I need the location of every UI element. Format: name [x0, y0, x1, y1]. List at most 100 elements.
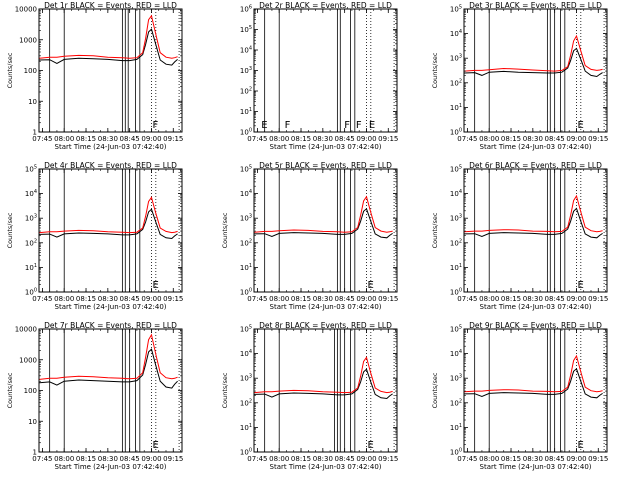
x-tick-label: 08:00	[479, 455, 499, 463]
y-axis-label: Counts/sec	[6, 372, 14, 408]
y-tick-label: 101	[240, 423, 252, 432]
series-line-lld	[254, 195, 393, 233]
y-tick-label: 1000	[19, 36, 37, 44]
x-axis-label: Start Time (24-Jun-03 07:42:40)	[55, 143, 167, 151]
series-line-lld	[464, 34, 603, 72]
x-tick-label: 08:00	[269, 135, 289, 143]
y-tick-label: 100	[24, 387, 37, 395]
series-line-events	[254, 207, 393, 239]
x-tick-label: 08:00	[54, 455, 74, 463]
plot-frame	[253, 8, 398, 133]
x-tick-label: 09:00	[356, 135, 376, 143]
panel-title: Det 5r BLACK = Events, RED = LLD	[259, 161, 392, 170]
y-tick-label: 103	[450, 54, 462, 63]
x-tick-label: 08:45	[545, 135, 565, 143]
y-tick-label: 101	[25, 263, 37, 272]
y-tick-label: 100	[450, 288, 462, 297]
x-tick-label: 08:15	[76, 135, 96, 143]
y-axis-label: Counts/sec	[221, 372, 229, 408]
y-axis-label: Counts/sec	[431, 212, 439, 248]
interval-marker-label: F	[356, 120, 362, 131]
detector-panel-4: Det 4r BLACK = Events, RED = LLD Counts/s…	[6, 161, 183, 311]
y-tick-label: 105	[240, 25, 252, 34]
x-tick-label: 08:45	[335, 135, 355, 143]
y-tick-label: 105	[450, 165, 462, 174]
series-line-events	[464, 207, 603, 239]
plot-frame	[463, 8, 608, 133]
x-tick-label: 08:45	[545, 295, 565, 303]
interval-marker-label: E	[261, 120, 267, 131]
x-tick-label: 08:30	[313, 455, 333, 463]
x-tick-label: 09:00	[566, 295, 586, 303]
plot-frame	[463, 328, 608, 453]
x-tick-label: 08:15	[501, 455, 521, 463]
x-axis-label: Start Time (24-Jun-03 07:42:40)	[480, 303, 592, 311]
y-tick-label: 105	[450, 325, 462, 334]
detector-panel-5: Det 5r BLACK = Events, RED = LLD Counts/s…	[221, 161, 398, 311]
series-line-events	[39, 28, 178, 66]
panel-title: Det 4r BLACK = Events, RED = LLD	[44, 161, 177, 170]
series-line-lld	[39, 14, 178, 59]
y-tick-label: 103	[25, 214, 37, 223]
y-tick-label: 10	[28, 418, 37, 426]
plot-frame	[253, 168, 398, 293]
panel-title: Det 6r BLACK = Events, RED = LLD	[469, 161, 602, 170]
x-tick-label: 09:00	[566, 455, 586, 463]
y-tick-label: 101	[450, 263, 462, 272]
interval-marker-label: E	[152, 280, 158, 291]
y-tick-label: 104	[240, 349, 252, 358]
y-tick-label: 100	[25, 288, 37, 297]
x-tick-label: 09:15	[588, 135, 608, 143]
x-tick-label: 08:00	[479, 295, 499, 303]
y-tick-label: 1	[33, 449, 37, 457]
y-tick-label: 104	[450, 349, 462, 358]
x-tick-label: 08:30	[313, 135, 333, 143]
x-tick-label: 09:00	[566, 135, 586, 143]
y-axis-label: Counts/sec	[6, 212, 14, 248]
x-axis-label: Start Time (24-Jun-03 07:42:40)	[270, 463, 382, 471]
y-tick-label: 102	[240, 398, 252, 407]
y-tick-label: 10	[28, 98, 37, 106]
y-tick-label: 101	[450, 103, 462, 112]
y-tick-label: 101	[240, 263, 252, 272]
x-tick-label: 07:45	[247, 135, 267, 143]
x-tick-label: 09:15	[378, 455, 398, 463]
x-tick-label: 09:00	[356, 455, 376, 463]
interval-marker-label: E	[577, 280, 583, 291]
x-tick-label: 09:15	[378, 295, 398, 303]
panel-title: Det 9r BLACK = Events, RED = LLD	[469, 321, 602, 330]
x-tick-label: 09:15	[588, 455, 608, 463]
x-tick-label: 09:15	[588, 295, 608, 303]
x-tick-label: 08:15	[76, 455, 96, 463]
y-tick-label: 103	[450, 374, 462, 383]
x-tick-label: 07:45	[457, 295, 477, 303]
panel-title: Det 1r BLACK = Events, RED = LLD	[44, 1, 177, 10]
y-tick-label: 102	[450, 398, 462, 407]
x-tick-label: 08:45	[120, 455, 140, 463]
x-tick-label: 08:15	[291, 135, 311, 143]
series-line-events	[464, 367, 603, 399]
x-tick-label: 07:45	[457, 135, 477, 143]
x-tick-label: 08:15	[76, 295, 96, 303]
x-tick-label: 09:00	[356, 295, 376, 303]
x-tick-label: 07:45	[32, 295, 52, 303]
y-tick-label: 1	[33, 129, 37, 137]
x-axis-label: Start Time (24-Jun-03 07:42:40)	[55, 463, 167, 471]
panel-title: Det 3r BLACK = Events, RED = LLD	[469, 1, 602, 10]
y-tick-label: 104	[450, 189, 462, 198]
y-axis-label: Counts/sec	[431, 52, 439, 88]
x-tick-label: 08:30	[523, 295, 543, 303]
y-tick-label: 102	[450, 78, 462, 87]
y-tick-label: 105	[450, 5, 462, 14]
x-axis-label: Start Time (24-Jun-03 07:42:40)	[270, 303, 382, 311]
panel-title: Det 7r BLACK = Events, RED = LLD	[44, 321, 177, 330]
y-tick-label: 103	[240, 66, 252, 75]
x-tick-label: 08:45	[120, 295, 140, 303]
series-line-events	[39, 208, 178, 240]
detector-panel-3: Det 3r BLACK = Events, RED = LLD Counts/s…	[431, 1, 608, 151]
plot-frame	[38, 8, 183, 133]
y-tick-label: 10000	[15, 326, 37, 334]
y-axis-label: Counts/sec	[431, 372, 439, 408]
x-tick-label: 09:15	[378, 135, 398, 143]
interval-marker-label: E	[577, 440, 583, 451]
